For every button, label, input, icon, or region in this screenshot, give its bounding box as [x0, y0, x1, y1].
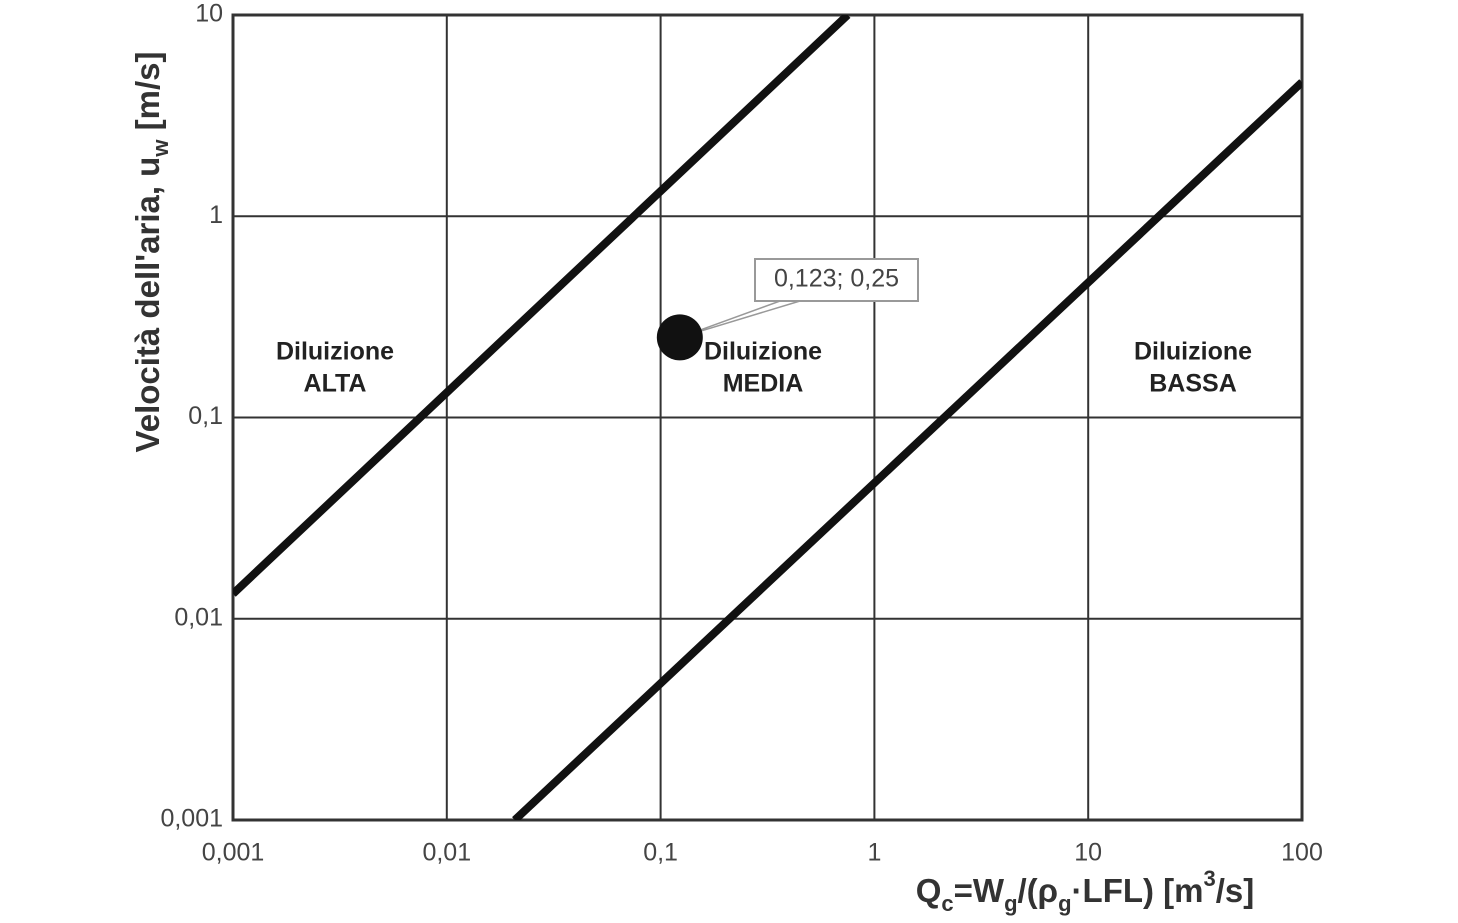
- label-part: g: [1004, 891, 1017, 916]
- y-tick-label: 10: [195, 0, 223, 28]
- label-part: Velocità dell'aria, u: [129, 157, 166, 453]
- y-tick-label: 0,1: [188, 402, 223, 430]
- plot-frame: [231, 13, 1304, 822]
- y-axis-label: Velocità dell'aria, uw [m/s]: [129, 52, 174, 453]
- region-label: Diluizione: [276, 338, 394, 366]
- region-label: Diluizione: [704, 338, 822, 366]
- x-tick-label: 0,001: [202, 839, 265, 867]
- label-part: 3: [1204, 866, 1216, 891]
- x-axis-label: Qc=Wg/(ρg·LFL) [m3/s]: [916, 866, 1255, 916]
- x-tick-label: 0,01: [422, 839, 471, 867]
- series-line: [233, 15, 851, 597]
- data-point: [656, 314, 703, 361]
- data-label: 0,123; 0,25: [774, 265, 899, 293]
- x-tick-label: 0,1: [643, 839, 678, 867]
- label-part: w: [148, 139, 173, 158]
- label-part: /(ρ: [1018, 872, 1059, 909]
- label-part: c: [941, 891, 953, 916]
- region-label: BASSA: [1149, 370, 1237, 398]
- y-tick-label: 1: [209, 201, 223, 229]
- region-label: ALTA: [304, 370, 367, 398]
- label-part: g: [1058, 891, 1071, 916]
- region-label: Diluizione: [1134, 338, 1252, 366]
- label-part: Q: [916, 872, 942, 909]
- y-tick-label: 0,001: [160, 805, 223, 833]
- label-part: [m/s]: [129, 52, 166, 140]
- label-part: =W: [954, 872, 1005, 909]
- series-line: [512, 79, 1302, 820]
- x-tick-label: 1: [867, 839, 881, 867]
- callout-box: [754, 258, 919, 302]
- region-label: MEDIA: [723, 370, 804, 398]
- x-tick-label: 10: [1074, 839, 1102, 867]
- label-part: /s]: [1216, 872, 1255, 909]
- x-tick-label: 100: [1281, 839, 1323, 867]
- y-tick-label: 0,01: [174, 603, 223, 631]
- label-part: ·LFL) [m: [1072, 872, 1204, 909]
